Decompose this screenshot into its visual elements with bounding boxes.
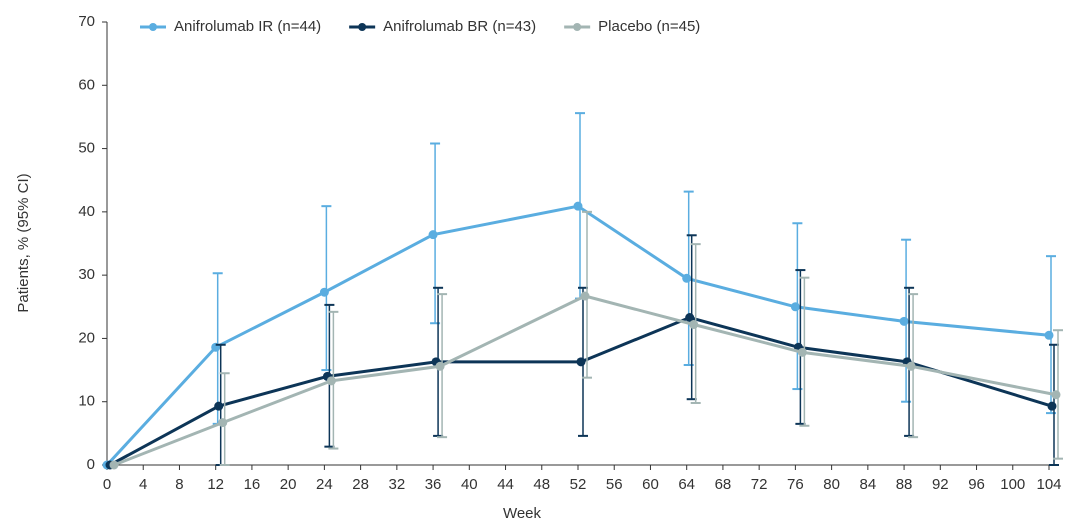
y-tick-label: 70 bbox=[78, 13, 95, 30]
x-tick-label: 16 bbox=[244, 476, 261, 493]
series-line bbox=[109, 315, 1053, 467]
data-point bbox=[1047, 401, 1057, 411]
x-tick-label: 40 bbox=[461, 476, 478, 493]
data-point bbox=[682, 273, 692, 283]
x-tick-label: 24 bbox=[316, 476, 333, 493]
y-tick-label: 20 bbox=[78, 329, 95, 346]
data-point bbox=[689, 320, 699, 330]
y-tick-label: 60 bbox=[78, 76, 95, 93]
legend-marker bbox=[358, 23, 367, 31]
x-tick-label: 44 bbox=[497, 476, 514, 493]
data-point bbox=[1044, 330, 1054, 340]
data-point bbox=[580, 291, 590, 301]
x-tick-label: 68 bbox=[715, 476, 732, 493]
y-axis-label: Patients, % (95% CI) bbox=[15, 173, 32, 312]
x-tick-label: 36 bbox=[425, 476, 442, 493]
y-tick-label: 40 bbox=[78, 203, 95, 220]
x-tick-label: 8 bbox=[175, 476, 183, 493]
x-tick-label: 4 bbox=[139, 476, 147, 493]
data-point bbox=[906, 361, 916, 371]
x-tick-label: 64 bbox=[678, 476, 695, 493]
x-tick-label: 32 bbox=[389, 476, 406, 493]
y-tick-label: 0 bbox=[87, 456, 95, 473]
data-point bbox=[326, 376, 336, 386]
x-tick-label: 60 bbox=[642, 476, 659, 493]
legend-label: Anifrolumab IR (n=44) bbox=[174, 18, 321, 35]
data-point bbox=[428, 230, 438, 240]
data-point bbox=[899, 316, 909, 326]
data-point bbox=[435, 361, 445, 371]
x-tick-label: 92 bbox=[932, 476, 949, 493]
x-axis-label: Week bbox=[503, 505, 542, 522]
data-point bbox=[1051, 390, 1061, 400]
x-tick-label: 88 bbox=[896, 476, 913, 493]
x-tick-label: 104 bbox=[1036, 476, 1061, 493]
legend-label: Placebo (n=45) bbox=[598, 18, 700, 35]
data-point bbox=[790, 302, 800, 312]
x-tick-label: 12 bbox=[207, 476, 224, 493]
x-tick-label: 0 bbox=[103, 476, 111, 493]
x-tick-label: 20 bbox=[280, 476, 297, 493]
x-tick-label: 100 bbox=[1000, 476, 1025, 493]
x-tick-label: 28 bbox=[352, 476, 369, 493]
data-point bbox=[685, 313, 695, 323]
data-point bbox=[319, 287, 329, 297]
legend-marker bbox=[149, 23, 157, 31]
data-point bbox=[218, 418, 228, 428]
data-point bbox=[797, 347, 807, 357]
y-tick-label: 10 bbox=[78, 393, 95, 410]
x-tick-label: 56 bbox=[606, 476, 623, 493]
data-point bbox=[109, 460, 119, 470]
x-tick-label: 76 bbox=[787, 476, 804, 493]
y-tick-label: 50 bbox=[78, 140, 95, 157]
x-tick-label: 48 bbox=[533, 476, 550, 493]
x-tick-label: 96 bbox=[968, 476, 985, 493]
legend-label: Anifrolumab BR (n=43) bbox=[383, 18, 536, 35]
x-tick-label: 72 bbox=[751, 476, 768, 493]
data-point bbox=[576, 357, 586, 367]
legend-marker bbox=[573, 23, 582, 31]
x-tick-label: 84 bbox=[860, 476, 877, 493]
x-tick-label: 52 bbox=[570, 476, 587, 493]
data-point bbox=[214, 401, 224, 411]
x-tick-label: 80 bbox=[823, 476, 840, 493]
series-line bbox=[105, 204, 1050, 467]
y-tick-label: 30 bbox=[78, 266, 95, 283]
data-point bbox=[573, 201, 583, 211]
